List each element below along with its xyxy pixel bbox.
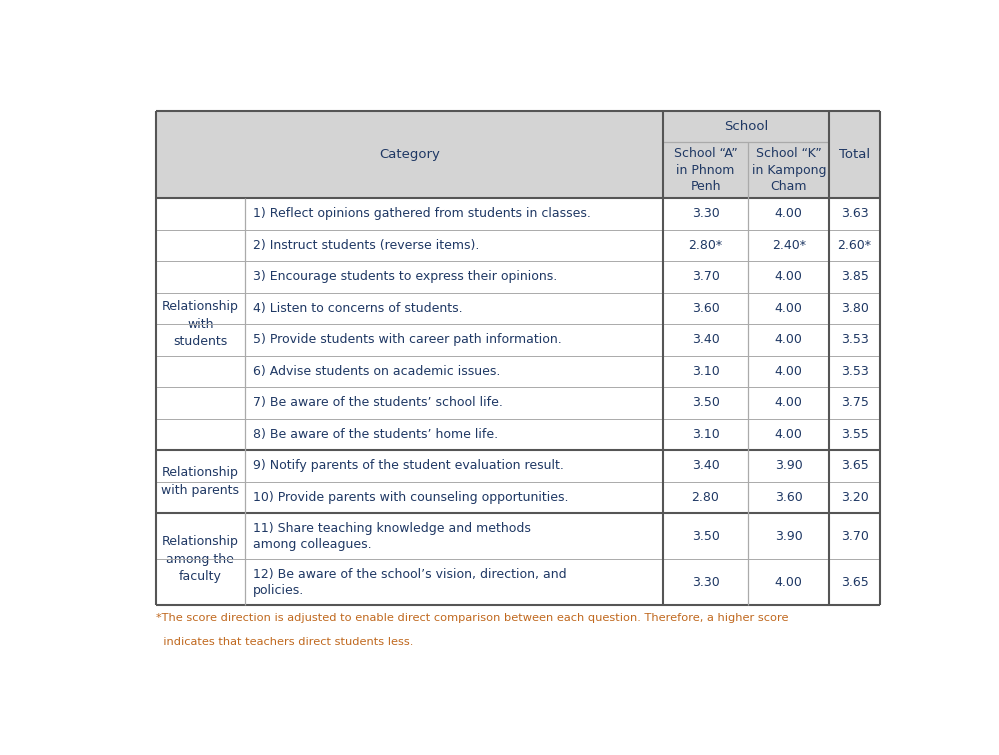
Bar <box>156 143 880 198</box>
Text: 2.40*: 2.40* <box>772 239 806 252</box>
Text: 3.60: 3.60 <box>691 302 719 315</box>
Text: 3.60: 3.60 <box>775 491 802 504</box>
Text: 4.00: 4.00 <box>775 365 803 378</box>
Text: School “A”
in Phnom
Penh: School “A” in Phnom Penh <box>673 147 737 193</box>
Text: 3.70: 3.70 <box>691 270 719 283</box>
Text: 7) Be aware of the students’ school life.: 7) Be aware of the students’ school life… <box>253 396 502 409</box>
Bar <box>156 111 880 143</box>
Text: 4.00: 4.00 <box>775 428 803 441</box>
Text: 3.65: 3.65 <box>841 459 868 473</box>
Text: 3.75: 3.75 <box>840 396 868 409</box>
Text: 3.50: 3.50 <box>691 529 719 543</box>
Text: 3.55: 3.55 <box>840 428 868 441</box>
Text: 3.30: 3.30 <box>691 208 719 220</box>
Text: *The score direction is adjusted to enable direct comparison between each questi: *The score direction is adjusted to enab… <box>156 612 788 623</box>
Text: 2.60*: 2.60* <box>837 239 871 252</box>
Text: 9) Notify parents of the student evaluation result.: 9) Notify parents of the student evaluat… <box>253 459 563 473</box>
Text: 3.63: 3.63 <box>841 208 868 220</box>
Text: 3.50: 3.50 <box>691 396 719 409</box>
Text: 3.30: 3.30 <box>691 575 719 589</box>
Text: 3.53: 3.53 <box>841 365 868 378</box>
Text: 3.65: 3.65 <box>841 575 868 589</box>
Text: 3.85: 3.85 <box>840 270 868 283</box>
Text: indicates that teachers direct students less.: indicates that teachers direct students … <box>156 637 414 647</box>
Text: 3) Encourage students to express their opinions.: 3) Encourage students to express their o… <box>253 270 556 283</box>
Text: School “K”
in Kampong
Cham: School “K” in Kampong Cham <box>751 147 826 193</box>
Text: 1) Reflect opinions gathered from students in classes.: 1) Reflect opinions gathered from studen… <box>253 208 590 220</box>
Text: Relationship
among the
faculty: Relationship among the faculty <box>162 535 239 583</box>
Text: 4.00: 4.00 <box>775 575 803 589</box>
Text: 3.53: 3.53 <box>841 334 868 347</box>
Text: School: School <box>724 120 768 133</box>
Text: Relationship
with
students: Relationship with students <box>162 300 239 348</box>
Text: 8) Be aware of the students’ home life.: 8) Be aware of the students’ home life. <box>253 428 498 441</box>
Text: 3.20: 3.20 <box>841 491 868 504</box>
Text: 4.00: 4.00 <box>775 334 803 347</box>
Text: 3.40: 3.40 <box>691 334 719 347</box>
Text: 6) Advise students on academic issues.: 6) Advise students on academic issues. <box>253 365 500 378</box>
Text: 3.40: 3.40 <box>691 459 719 473</box>
Text: 4.00: 4.00 <box>775 302 803 315</box>
Text: 12) Be aware of the school’s vision, direction, and
policies.: 12) Be aware of the school’s vision, dir… <box>253 568 566 596</box>
Text: Relationship
with parents: Relationship with parents <box>162 467 240 497</box>
Text: 11) Share teaching knowledge and methods
among colleagues.: 11) Share teaching knowledge and methods… <box>253 522 530 550</box>
Text: 3.90: 3.90 <box>775 529 802 543</box>
Text: 4.00: 4.00 <box>775 208 803 220</box>
Text: 3.70: 3.70 <box>840 529 868 543</box>
Text: 3.90: 3.90 <box>775 459 802 473</box>
Text: 4) Listen to concerns of students.: 4) Listen to concerns of students. <box>253 302 463 315</box>
Text: 4.00: 4.00 <box>775 396 803 409</box>
Text: 10) Provide parents with counseling opportunities.: 10) Provide parents with counseling oppo… <box>253 491 568 504</box>
Text: Category: Category <box>379 148 440 161</box>
Text: 2.80: 2.80 <box>691 491 719 504</box>
Text: 5) Provide students with career path information.: 5) Provide students with career path inf… <box>253 334 561 347</box>
Text: 4.00: 4.00 <box>775 270 803 283</box>
Text: Total: Total <box>839 148 870 161</box>
Text: 3.10: 3.10 <box>691 428 719 441</box>
Text: 2) Instruct students (reverse items).: 2) Instruct students (reverse items). <box>253 239 479 252</box>
Text: 3.10: 3.10 <box>691 365 719 378</box>
Text: 2.80*: 2.80* <box>688 239 722 252</box>
Text: 3.80: 3.80 <box>840 302 868 315</box>
